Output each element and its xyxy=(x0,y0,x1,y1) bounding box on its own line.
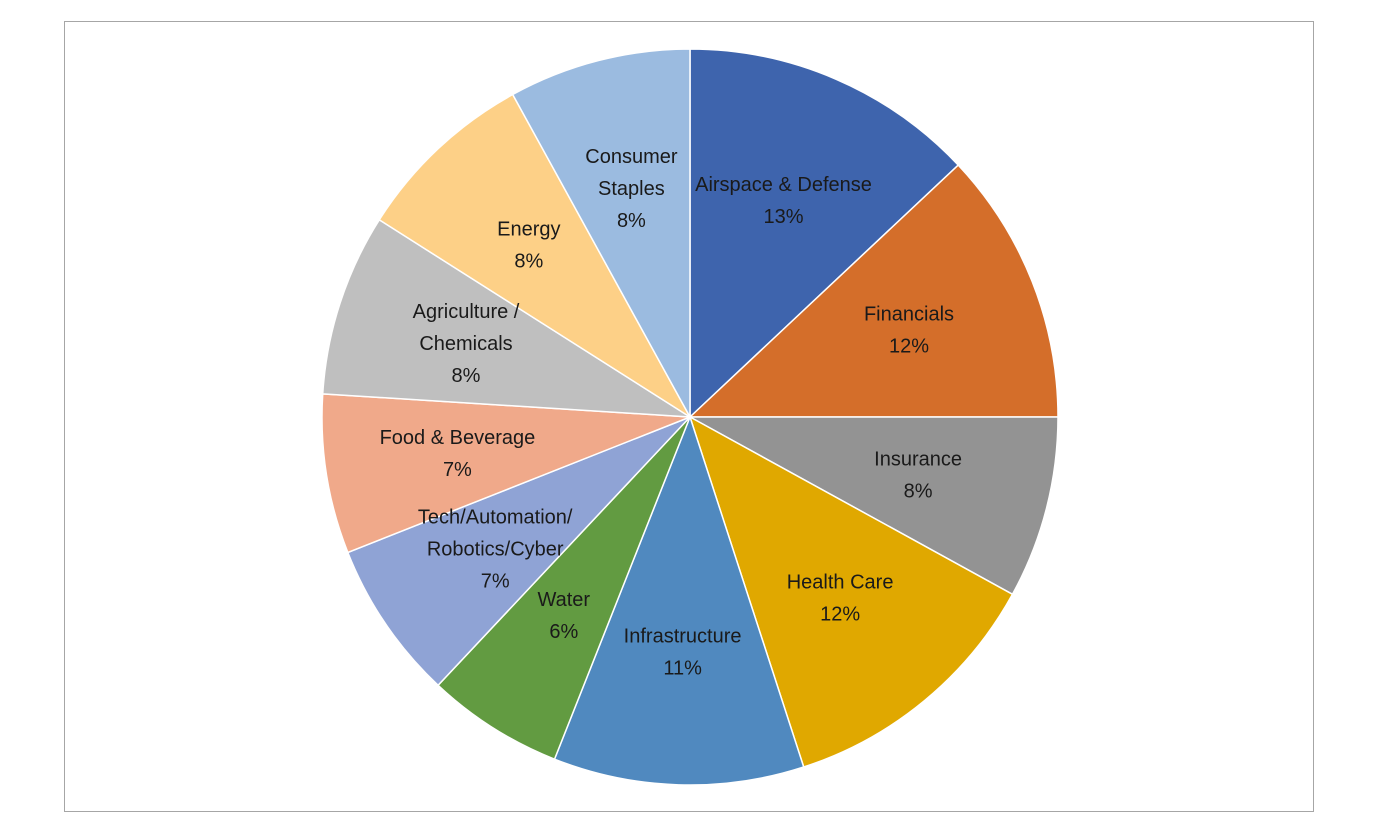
pie-slices xyxy=(321,48,1059,786)
slice-category-label: Tech/Automation/ xyxy=(418,506,573,528)
slice-value-label: 11% xyxy=(663,657,702,679)
data-label-water: Water 6% xyxy=(537,589,590,643)
slice-category-label: Chemicals xyxy=(419,333,512,355)
slice-category-label: Staples xyxy=(598,178,665,200)
slice-category-label: Food & Beverage xyxy=(380,427,536,449)
data-label-insurance: Insurance 8% xyxy=(874,449,962,503)
data-label-health-care: Health Care 12% xyxy=(787,572,894,626)
slice-category-label: Agriculture / xyxy=(413,301,520,323)
slice-value-label: 7% xyxy=(481,570,510,592)
slice-value-label: 8% xyxy=(904,481,933,503)
pie-slice-insurance xyxy=(689,416,1059,596)
slice-value-label: 12% xyxy=(889,335,929,357)
data-label-agriculture-chemicals: Agriculture / Chemicals 8% xyxy=(413,301,520,387)
pie-slice-financials xyxy=(688,164,1059,418)
slice-category-label: Infrastructure xyxy=(624,625,742,647)
slice-category-label: Financials xyxy=(864,303,954,325)
slice-value-label: 7% xyxy=(443,459,472,481)
pie-slice-consumer-staples xyxy=(511,48,691,418)
data-label-tech-automation-robotics-cyber: Tech/Automation/Robotics/Cyber 7% xyxy=(418,506,573,592)
data-label-airspace-defense: Airspace & Defense 13% xyxy=(695,174,872,228)
data-label-consumer-staples: Consumer Staples 8% xyxy=(585,146,678,232)
slice-category-label: Insurance xyxy=(874,449,962,471)
pie-slice-energy xyxy=(378,93,691,418)
data-label-financials: Financials 12% xyxy=(864,303,954,357)
slice-category-label: Consumer xyxy=(585,146,678,168)
pie-slice-infrastructure xyxy=(553,414,805,786)
slice-value-label: 12% xyxy=(820,604,860,626)
slice-category-label: Airspace & Defense xyxy=(695,174,872,196)
pie-slice-tech-automation-robotics-cyber xyxy=(346,416,691,687)
pie-slice-agriculture-chemicals xyxy=(321,218,691,418)
slice-labels: Airspace & Defense 13% Financials 12% Insura… xyxy=(380,146,962,680)
slice-value-label: 6% xyxy=(549,621,578,643)
data-label-infrastructure: Infrastructure 11% xyxy=(624,625,742,679)
pie-slice-health-care xyxy=(688,415,1014,768)
slice-value-label: 8% xyxy=(514,250,543,272)
pie-slice-airspace-defense xyxy=(689,48,960,419)
pie-slice-water xyxy=(437,416,691,761)
data-label-energy: Energy 8% xyxy=(497,218,560,272)
slice-category-label: Water xyxy=(537,589,590,611)
data-label-food-beverage: Food & Beverage 7% xyxy=(380,427,536,481)
slice-value-label: 13% xyxy=(763,206,803,228)
pie-slice-food-beverage xyxy=(321,393,691,554)
slice-category-label: Health Care xyxy=(787,572,894,594)
slice-value-label: 8% xyxy=(617,210,646,232)
slice-category-label: Robotics/Cyber xyxy=(427,538,564,560)
slice-category-label: Energy xyxy=(497,218,560,240)
slice-value-label: 8% xyxy=(452,365,481,387)
